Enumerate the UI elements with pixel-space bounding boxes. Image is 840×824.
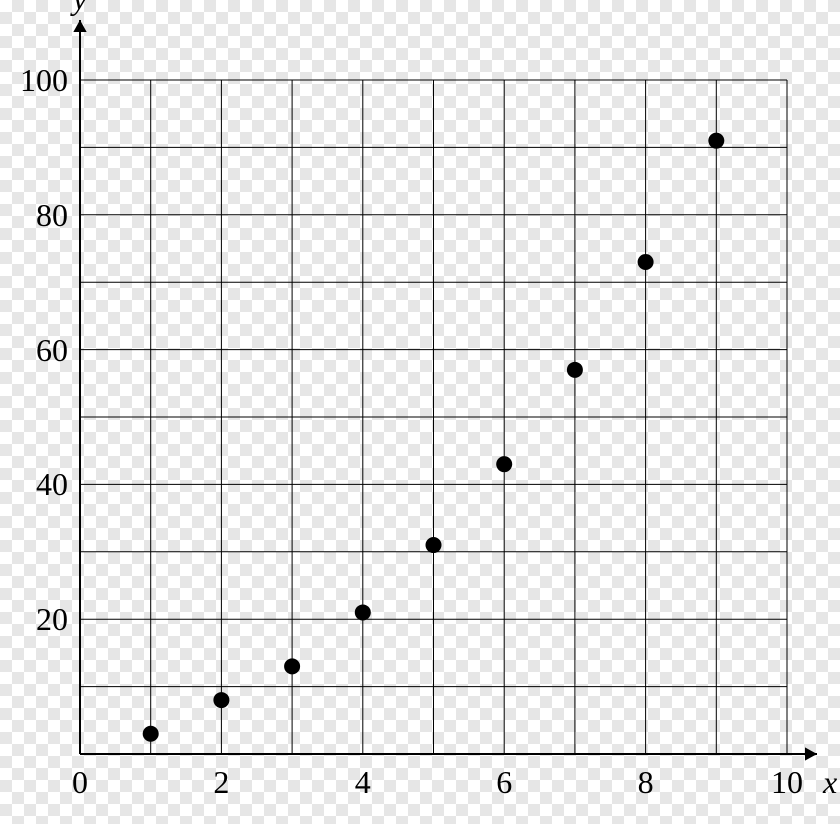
data-point (426, 537, 442, 553)
x-tick-label: 6 (496, 766, 512, 798)
y-tick-label: 80 (36, 199, 68, 231)
axes (73, 20, 817, 761)
x-tick-label: 10 (771, 766, 803, 798)
x-tick-label: 8 (638, 766, 654, 798)
data-point (567, 362, 583, 378)
data-point (496, 456, 512, 472)
data-point (143, 726, 159, 742)
y-tick-label: 20 (36, 603, 68, 635)
y-tick-label: 100 (20, 64, 68, 96)
x-tick-label: 2 (213, 766, 229, 798)
scatter-chart (0, 0, 840, 824)
x-tick-label: 4 (355, 766, 371, 798)
data-point (638, 254, 654, 270)
x-axis-label: x (823, 766, 837, 798)
data-point (213, 692, 229, 708)
x-tick-label: 0 (72, 766, 88, 798)
grid (80, 80, 787, 754)
data-point (284, 658, 300, 674)
y-axis-label: y (73, 0, 87, 14)
y-tick-label: 40 (36, 468, 68, 500)
y-tick-label: 60 (36, 334, 68, 366)
data-point (355, 604, 371, 620)
data-point (708, 133, 724, 149)
